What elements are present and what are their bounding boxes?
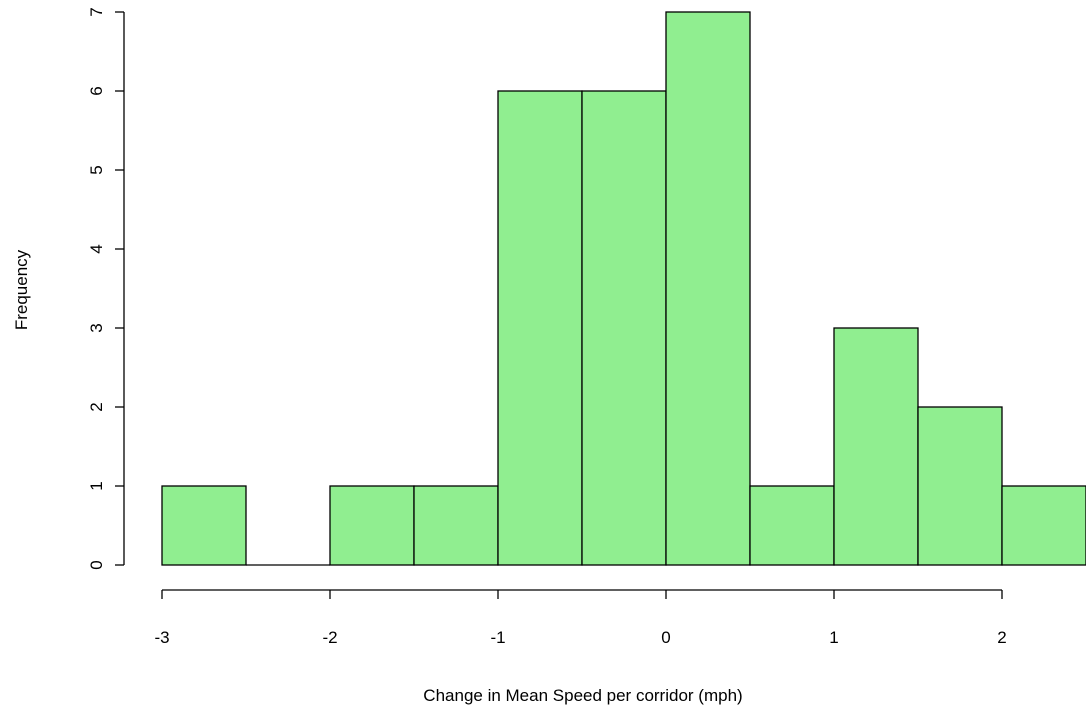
y-axis-label: Frequency xyxy=(12,249,31,330)
x-axis: -3 -2 -1 0 1 2 xyxy=(154,589,1007,647)
histogram-bar-5 xyxy=(581,90,667,566)
x-tick-label-1: -2 xyxy=(322,628,337,647)
bars-layer xyxy=(161,11,1086,566)
y-axis: 0 1 2 3 4 5 6 7 xyxy=(87,7,125,570)
histogram-bar-3 xyxy=(413,485,499,566)
y-tick-label-3: 3 xyxy=(87,323,106,332)
y-tick-label-1: 1 xyxy=(87,481,106,490)
histogram-bar-2 xyxy=(329,485,415,566)
x-tick-label-5: 2 xyxy=(997,628,1006,647)
histogram-bar-0 xyxy=(161,485,247,566)
histogram-bar-7 xyxy=(749,485,835,566)
histogram-bar-9 xyxy=(917,406,1003,566)
histogram-bar-8 xyxy=(833,327,919,566)
y-tick-label-7: 7 xyxy=(87,7,106,16)
y-tick-label-4: 4 xyxy=(87,244,106,253)
y-tick-label-2: 2 xyxy=(87,402,106,411)
y-tick-label-6: 6 xyxy=(87,86,106,95)
x-tick-label-3: 0 xyxy=(661,628,670,647)
y-tick-label-0: 0 xyxy=(87,560,106,569)
x-tick-label-4: 1 xyxy=(829,628,838,647)
histogram-bar-6 xyxy=(665,11,751,566)
x-tick-label-2: -1 xyxy=(490,628,505,647)
histogram-bar-4 xyxy=(497,90,583,566)
histogram-bar-10 xyxy=(1001,485,1086,566)
x-axis-label: Change in Mean Speed per corridor (mph) xyxy=(423,686,742,705)
y-tick-label-5: 5 xyxy=(87,165,106,174)
x-tick-label-0: -3 xyxy=(154,628,169,647)
